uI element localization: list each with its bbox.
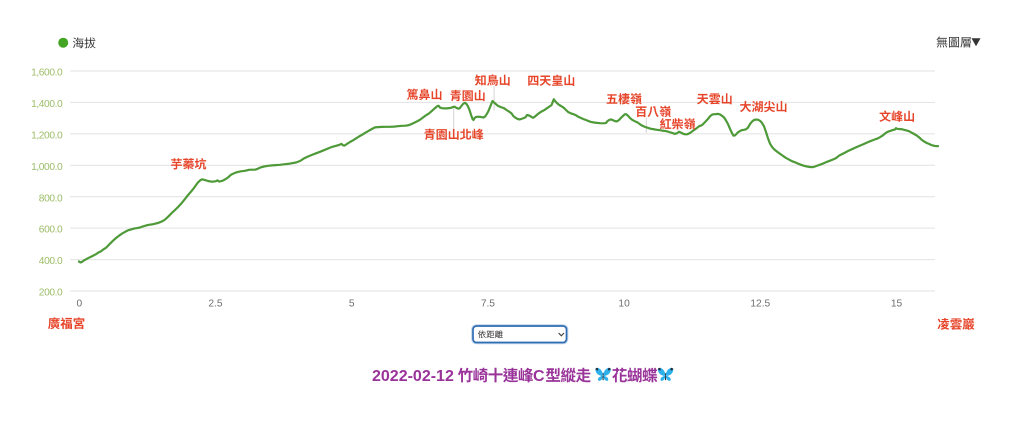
svg-text:2.5: 2.5 [208, 298, 222, 309]
svg-text:2022-02-12: 2022-02-12 [372, 368, 458, 385]
svg-text:800.0: 800.0 [39, 193, 63, 204]
svg-text:200.0: 200.0 [39, 288, 63, 299]
svg-text:12.5: 12.5 [750, 298, 770, 309]
svg-text:1,400.0: 1,400.0 [31, 99, 63, 110]
svg-text:1,200.0: 1,200.0 [31, 131, 63, 142]
svg-text:5: 5 [349, 298, 355, 309]
svg-text:600.0: 600.0 [39, 225, 63, 236]
svg-text:C: C [533, 368, 545, 385]
svg-text:15: 15 [891, 298, 903, 309]
svg-text:7.5: 7.5 [481, 298, 495, 309]
svg-text:1,000.0: 1,000.0 [31, 162, 63, 173]
svg-text:1,600.0: 1,600.0 [31, 68, 63, 79]
svg-text:0: 0 [76, 298, 82, 309]
svg-text:400.0: 400.0 [39, 256, 63, 267]
svg-text:10: 10 [618, 298, 630, 309]
